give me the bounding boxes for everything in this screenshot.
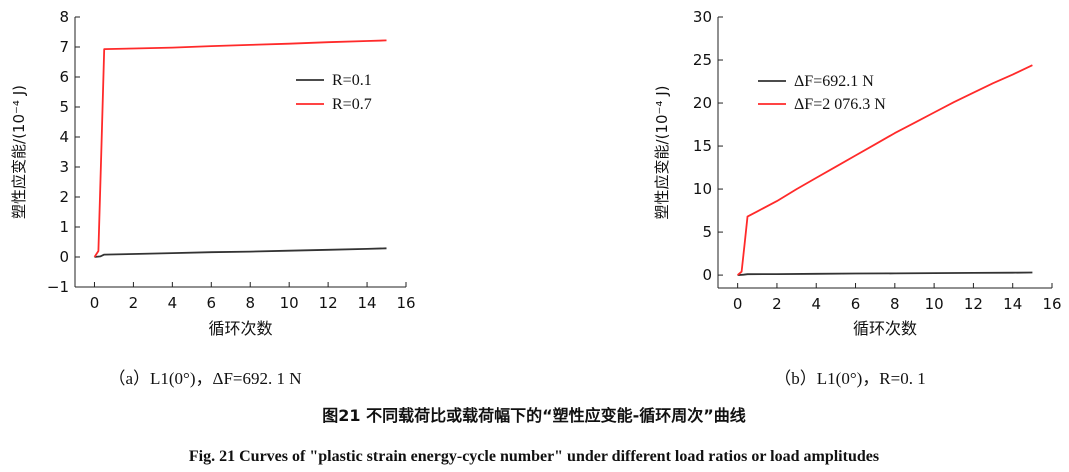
x-tick-label: 4 [168, 294, 178, 312]
caption-cn: 图21 不同载荷比或载荷幅下的“塑性应变能-循环周次”曲线 [322, 406, 746, 425]
chart-b: 0 2 4 6 8 10 12 14 16 0 5 10 15 20 25 30 循环次数 塑性应变能/(10⁻⁴… [653, 8, 1062, 388]
y-tick-label: 7 [59, 38, 69, 56]
y-tick-label: 8 [59, 8, 69, 26]
y-tick-label: −1 [47, 278, 69, 296]
series-line [93, 39, 387, 258]
y-tick-label: 30 [693, 8, 712, 26]
x-tick-label: 16 [396, 294, 415, 312]
y-tick-label: 20 [693, 94, 712, 112]
y-tick-label: 2 [59, 188, 69, 206]
x-tick-label: 14 [358, 294, 377, 312]
legend-label: R=0.7 [332, 96, 372, 113]
y-axis-label: 塑性应变能/(10⁻⁴ J) [653, 86, 671, 220]
y-tick-label: 15 [693, 137, 712, 155]
x-tick-label: 8 [245, 294, 255, 312]
y-tick-label: 1 [59, 218, 69, 236]
subcaption: （b）L1(0°)，R=0. 1 [774, 369, 925, 388]
y-tick-label: 10 [693, 180, 712, 198]
x-tick-label: 8 [890, 295, 900, 313]
x-tick-label: 0 [90, 294, 100, 312]
x-tick-label: 6 [207, 294, 217, 312]
y-tick-label: 0 [702, 266, 712, 284]
y-tick-label: 6 [59, 68, 69, 86]
caption-en: Fig. 21 Curves of "plastic strain energy… [189, 448, 879, 465]
y-axis-label: 塑性应变能/(10⁻⁴ J) [10, 85, 28, 219]
subcaption: （a）L1(0°)，ΔF=692. 1 N [108, 369, 301, 388]
x-tick-label: 4 [811, 295, 821, 313]
x-tick-label: 14 [1003, 295, 1022, 313]
x-tick-label: 2 [772, 295, 782, 313]
y-tick-label: 0 [59, 248, 69, 266]
y-tick-label: 4 [59, 128, 69, 146]
x-tick-label: 16 [1042, 295, 1061, 313]
y-tick-label: 3 [59, 158, 69, 176]
x-tick-label: 12 [964, 295, 983, 313]
x-axis-label: 循环次数 [853, 319, 917, 338]
x-tick-label: 0 [733, 295, 743, 313]
x-tick-label: 10 [925, 295, 944, 313]
x-tick-label: 12 [319, 294, 338, 312]
chart-a: 0 2 4 6 8 10 12 14 16−1012345678循环次数塑性应变能/(10⁻⁴ … [10, 8, 416, 388]
legend-label: R=0.1 [332, 72, 372, 89]
series-line [94, 247, 387, 258]
y-tick-label: 5 [702, 223, 712, 241]
series-line [737, 271, 1033, 276]
legend-label: ΔF=2 076.3 N [794, 96, 886, 113]
y-tick-label: 25 [693, 51, 712, 69]
x-tick-label: 2 [129, 294, 139, 312]
x-tick-label: 6 [851, 295, 861, 313]
y-tick-label: 5 [59, 98, 69, 116]
legend-label: ΔF=692.1 N [794, 73, 874, 90]
series-line [737, 64, 1033, 276]
x-tick-label: 10 [280, 294, 299, 312]
x-axis-label: 循环次数 [208, 319, 272, 338]
